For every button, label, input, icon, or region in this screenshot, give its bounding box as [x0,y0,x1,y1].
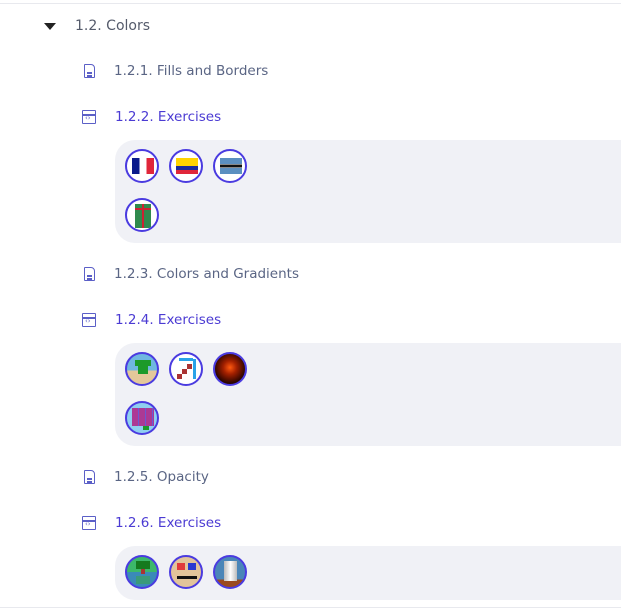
thumbnail-france-flag[interactable] [125,149,159,183]
item-label: 1.2.2. Exercises [115,109,222,125]
lesson-opacity[interactable]: 1.2.5. Opacity [82,466,209,488]
document-icon [84,470,95,484]
code-window-icon [82,313,96,327]
thumbnail-glowing-sun[interactable] [213,352,247,386]
item-label: 1.2.4. Exercises [115,312,222,328]
thumbnail-grid-flag[interactable] [125,401,159,435]
thumbnail-green-pipe[interactable] [125,352,159,386]
exercise-thumbnails-1-2-2 [115,140,621,243]
lesson-fills-borders[interactable]: 1.2.1. Fills and Borders [82,60,268,82]
lesson-colors-gradients[interactable]: 1.2.3. Colors and Gradients [82,263,299,285]
thumbnail-staircase[interactable] [169,352,203,386]
section-title: 1.2. Colors [75,18,151,34]
exercise-1-2-2[interactable]: 1.2.2. Exercises [82,106,221,128]
divider [0,607,621,608]
exercise-thumbnails-1-2-4 [115,343,621,446]
item-label: 1.2.3. Colors and Gradients [114,266,299,282]
item-label: 1.2.5. Opacity [114,469,209,485]
exercise-thumbnails-1-2-6 [115,546,621,600]
thumbnail-face-eyes[interactable] [169,555,203,589]
exercise-1-2-6[interactable]: 1.2.6. Exercises [82,512,221,534]
thumbnail-botswana-flag[interactable] [213,149,247,183]
document-icon [84,64,95,78]
code-window-icon [82,110,96,124]
document-icon [84,267,95,281]
thumbnail-colombia-flag[interactable] [169,149,203,183]
section-colors-toggle[interactable]: 1.2. Colors [44,14,150,38]
item-label: 1.2.6. Exercises [115,515,222,531]
divider [0,3,621,4]
exercise-1-2-4[interactable]: 1.2.4. Exercises [82,309,221,331]
code-window-icon [82,516,96,530]
thumbnail-gray-pillar[interactable] [213,555,247,589]
item-label: 1.2.1. Fills and Borders [114,63,269,79]
caret-down-icon [44,22,56,30]
thumbnail-green-gift[interactable] [125,198,159,232]
thumbnail-tree-reflection[interactable] [125,555,159,589]
